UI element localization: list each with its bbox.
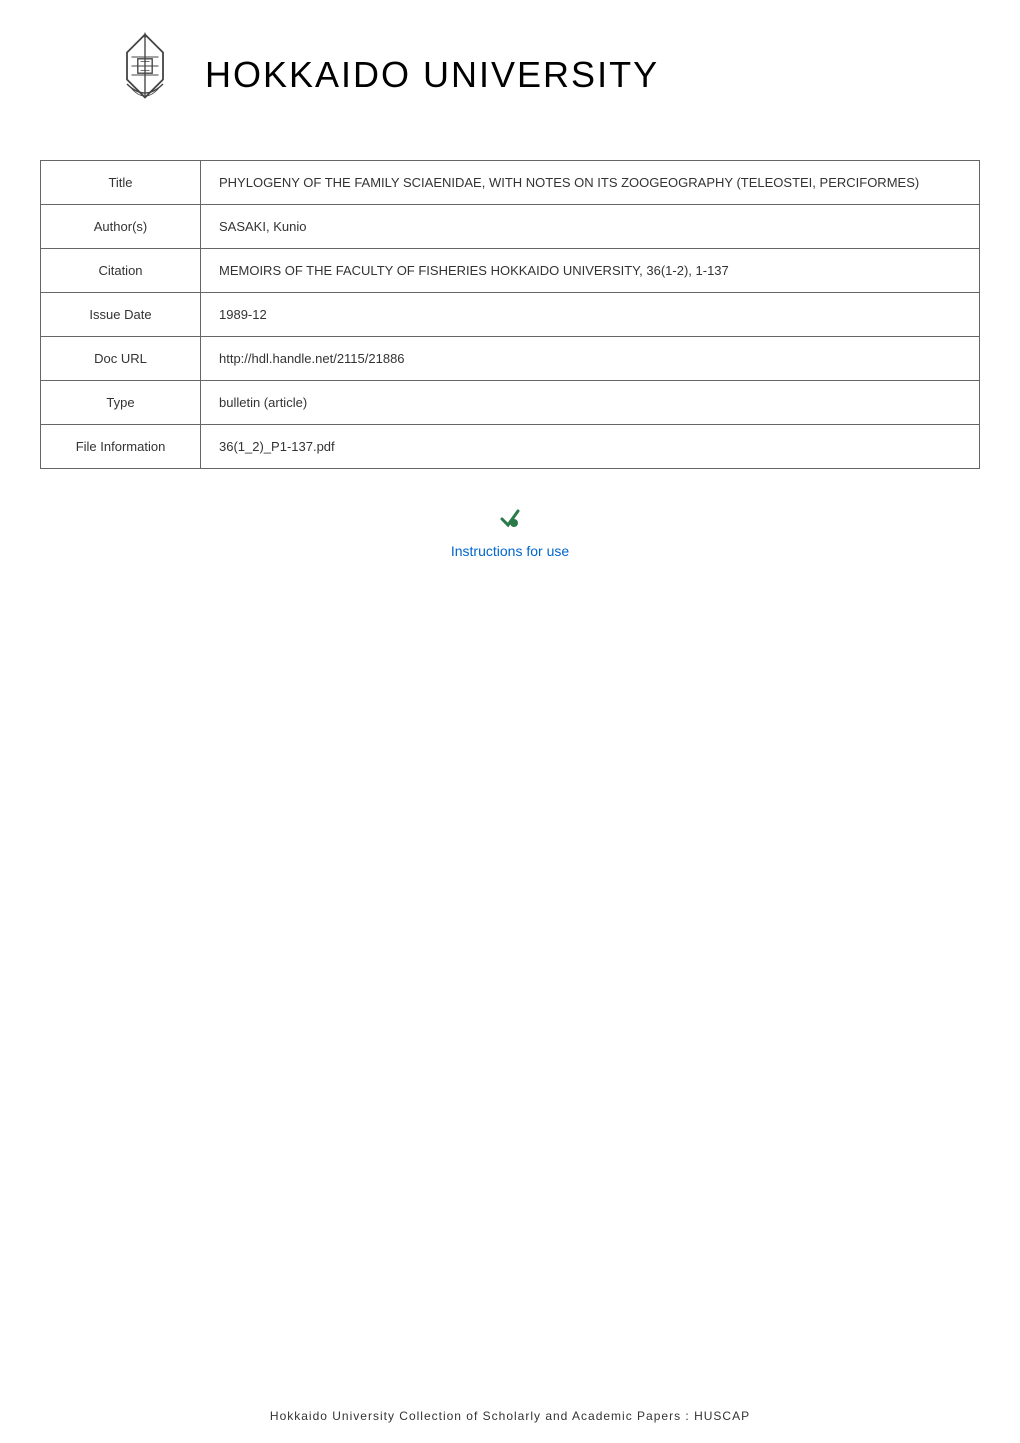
table-row: Title PHYLOGENY OF THE FAMILY SCIAENIDAE… bbox=[41, 161, 980, 205]
table-row: Citation MEMOIRS OF THE FACULTY OF FISHE… bbox=[41, 249, 980, 293]
table-row: Issue Date 1989-12 bbox=[41, 293, 980, 337]
university-logo-icon bbox=[100, 30, 190, 120]
checkmark-icon bbox=[500, 509, 520, 534]
university-name: HOKKAIDO UNIVERSITY bbox=[205, 54, 659, 96]
instructions-section: Instructions for use bbox=[0, 509, 1020, 559]
metadata-label-author: Author(s) bbox=[41, 205, 201, 249]
metadata-value-issuedate: 1989-12 bbox=[201, 293, 980, 337]
metadata-table-body: Title PHYLOGENY OF THE FAMILY SCIAENIDAE… bbox=[41, 161, 980, 469]
metadata-value-type: bulletin (article) bbox=[201, 381, 980, 425]
table-row: File Information 36(1_2)_P1-137.pdf bbox=[41, 425, 980, 469]
metadata-value-author: SASAKI, Kunio bbox=[201, 205, 980, 249]
footer-text: Hokkaido University Collection of Schola… bbox=[0, 1409, 1020, 1423]
metadata-label-type: Type bbox=[41, 381, 201, 425]
metadata-value-title: PHYLOGENY OF THE FAMILY SCIAENIDAE, WITH… bbox=[201, 161, 980, 205]
metadata-value-citation: MEMOIRS OF THE FACULTY OF FISHERIES HOKK… bbox=[201, 249, 980, 293]
header-logo-section: HOKKAIDO UNIVERSITY bbox=[0, 0, 1020, 140]
metadata-label-citation: Citation bbox=[41, 249, 201, 293]
metadata-label-title: Title bbox=[41, 161, 201, 205]
table-row: Doc URL http://hdl.handle.net/2115/21886 bbox=[41, 337, 980, 381]
metadata-label-fileinfo: File Information bbox=[41, 425, 201, 469]
metadata-label-issuedate: Issue Date bbox=[41, 293, 201, 337]
metadata-value-docurl: http://hdl.handle.net/2115/21886 bbox=[201, 337, 980, 381]
table-row: Author(s) SASAKI, Kunio bbox=[41, 205, 980, 249]
metadata-value-fileinfo: 36(1_2)_P1-137.pdf bbox=[201, 425, 980, 469]
metadata-label-docurl: Doc URL bbox=[41, 337, 201, 381]
table-row: Type bulletin (article) bbox=[41, 381, 980, 425]
instructions-link[interactable]: Instructions for use bbox=[0, 543, 1020, 559]
metadata-table: Title PHYLOGENY OF THE FAMILY SCIAENIDAE… bbox=[40, 160, 980, 469]
